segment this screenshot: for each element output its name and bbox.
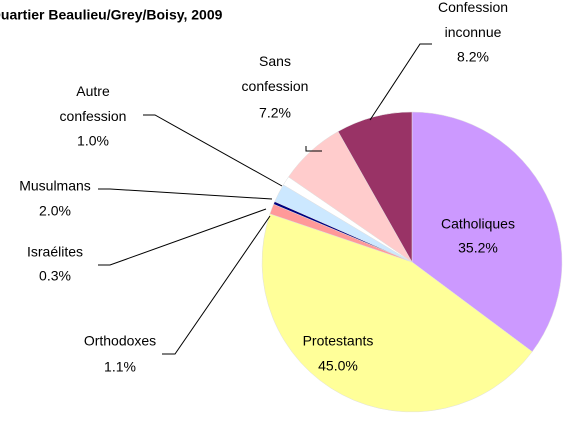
pie-slice — [337, 111, 413, 263]
value-label: 45.0% — [318, 358, 358, 374]
pie-slice — [261, 213, 533, 413]
pie-slice — [411, 111, 563, 353]
value-label: 8.2% — [457, 49, 489, 65]
value-label: 2.0% — [39, 203, 71, 219]
slice-label: Protestants — [303, 333, 374, 349]
value-label: 35.2% — [458, 240, 498, 256]
slice-label: Catholiques — [441, 216, 515, 232]
slice-label: Israélites — [27, 244, 83, 260]
chart-title: Quartier Beaulieu/Grey/Boisy, 2009 — [0, 7, 223, 23]
slice-label: Musulmans — [19, 178, 91, 194]
value-label: 1.1% — [104, 359, 136, 375]
slice-label: Autre confession — [60, 83, 127, 124]
slice-label: Orthodoxes — [84, 333, 156, 349]
leader-line — [98, 208, 267, 266]
value-label: 0.3% — [39, 268, 71, 284]
value-label: 7.2% — [259, 105, 291, 121]
leader-line — [369, 43, 432, 121]
leader-line — [305, 146, 322, 152]
leader-line — [143, 114, 283, 187]
slice-label: Sans confession — [242, 53, 309, 94]
leader-line — [162, 215, 271, 355]
slice-label: Confession inconnue — [438, 0, 508, 40]
value-label: 1.0% — [77, 133, 109, 149]
leader-line — [98, 188, 273, 200]
